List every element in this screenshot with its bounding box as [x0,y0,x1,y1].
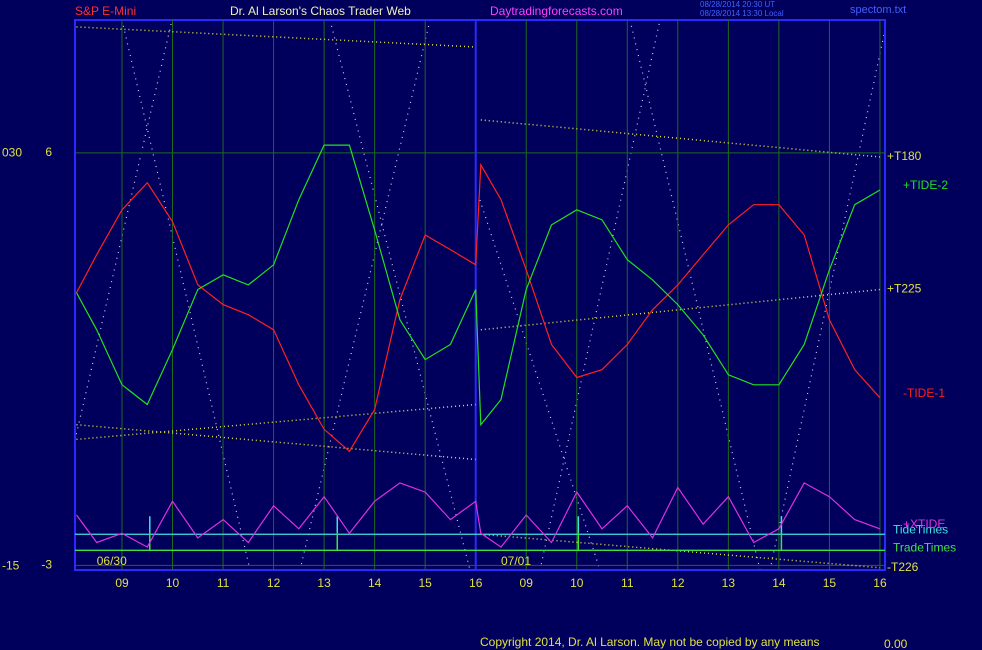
trend-line [76,423,476,461]
level-label: TideTimes [893,522,948,536]
x-tick-label: 13 [317,576,331,590]
x-tick-label: 16 [873,576,887,590]
stamp-ut: 08/28/2014 20:30 UT [700,0,775,9]
legend-entry: +TIDE-2 [903,178,948,192]
date-label: 06/30 [97,554,127,568]
footer-value: 0.00 [884,637,908,650]
site: Daytradingforecasts.com [490,4,623,18]
x-tick-label: 12 [267,576,281,590]
trend-line [76,403,476,441]
y-tick-label: 6 [45,145,52,159]
x-tick-label: 09 [115,576,129,590]
level-label: TradeTimes [893,540,956,554]
series-line [75,144,881,427]
x-tick-label: 14 [368,576,382,590]
series-line [75,162,881,453]
legend-entry: -TIDE-1 [903,386,945,400]
y2-tick-label: 030 [2,145,22,159]
x-tick-label: 09 [520,576,534,590]
trend-label: +T180 [887,149,922,163]
cycle-lines [74,19,886,571]
trend-line [480,533,880,569]
x-tick-label: 15 [418,576,432,590]
x-tick-label: 10 [166,576,180,590]
trend-label: -T226 [887,560,919,574]
x-tick-label: 11 [621,576,634,590]
x-tick-label: 10 [570,576,584,590]
x-tick-label: 11 [217,576,230,590]
file-name: spectom.txt [850,4,906,16]
series-line [76,482,881,548]
y2-tick-label: -15 [2,558,20,572]
symbol: S&P E-Mini [75,4,136,18]
copyright: Copyright 2014, Dr. Al Larson. May not b… [480,635,820,649]
x-tick-label: 14 [772,576,786,590]
title: Dr. Al Larson's Chaos Trader Web [230,4,411,18]
date-label: 07/01 [501,554,531,568]
trend-line [480,288,880,331]
y-tick-label: -3 [41,558,52,572]
plot-area [74,19,886,571]
x-tick-label: 15 [823,576,837,590]
x-tick-label: 12 [671,576,685,590]
trend-line [480,119,880,158]
legend-entry: +XTIDE [903,517,945,531]
x-tick-label: 13 [722,576,736,590]
stamp-local: 08/28/2014 13:30 Local [700,9,784,18]
x-tick-label: 16 [469,576,483,590]
trend-label: +T225 [887,282,922,296]
